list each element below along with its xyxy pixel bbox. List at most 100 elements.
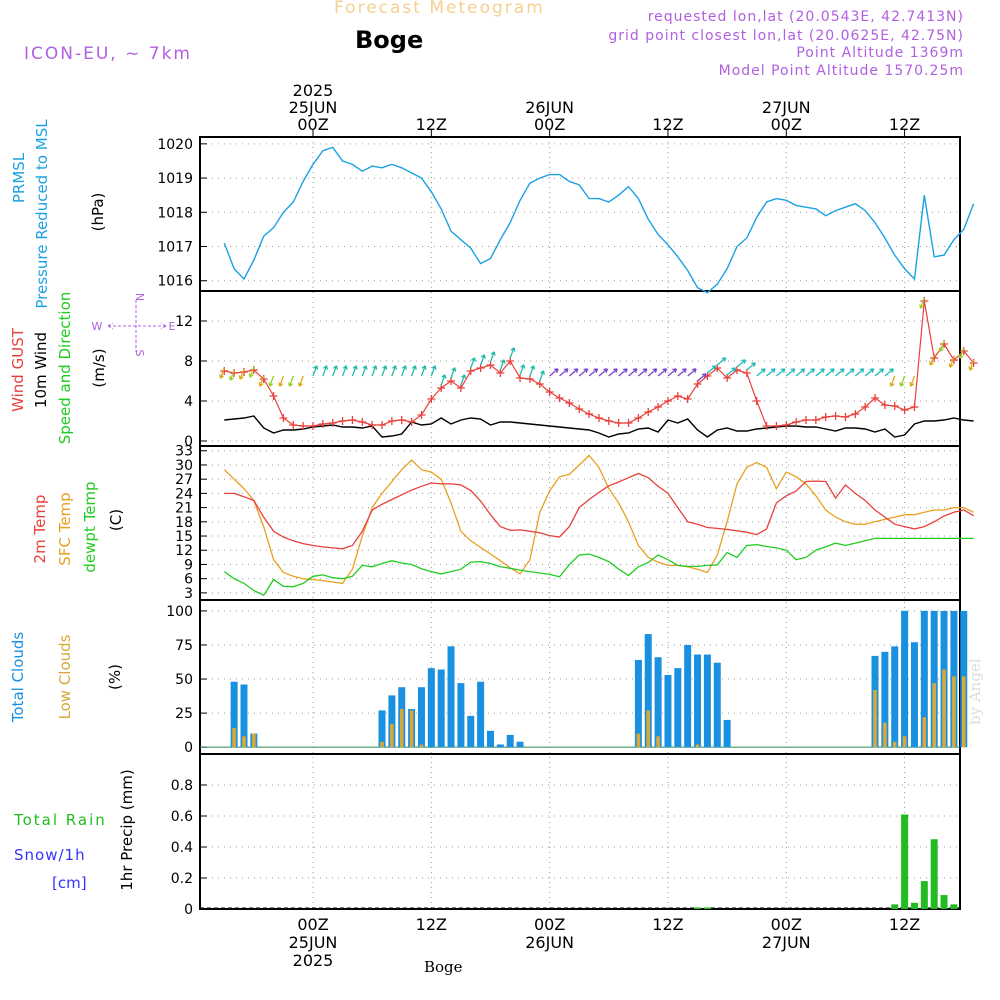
- y-tick-label: 3: [184, 586, 193, 602]
- wind-arrow: [919, 297, 925, 309]
- rain-bar: [950, 904, 958, 909]
- gust-marker: [486, 361, 495, 369]
- wind-arrow: [756, 368, 766, 377]
- total-clouds-label: Total Clouds: [9, 632, 27, 724]
- wind-arrow: [480, 354, 486, 366]
- gust-marker: [723, 374, 732, 382]
- rain-bar: [891, 904, 899, 909]
- rain-bar: [940, 895, 948, 909]
- gust-marker: [782, 421, 791, 429]
- time-label-top: 00Z: [771, 115, 802, 134]
- total-cloud-bar: [447, 646, 455, 748]
- total-cloud-bar: [891, 646, 899, 748]
- wind-arrow: [238, 368, 245, 380]
- y-tick-label: 0.2: [171, 871, 193, 887]
- y-tick-label: 1020: [157, 137, 193, 153]
- wind-arrow: [736, 359, 747, 368]
- gust-marker: [673, 392, 682, 400]
- total-cloud-bar: [230, 681, 238, 748]
- time-label-top: 00Z: [534, 115, 565, 134]
- model-altitude: Model Point Altitude 1570.25m: [718, 63, 964, 79]
- wind-arrow: [637, 368, 648, 377]
- wind-arrow: [647, 368, 658, 377]
- low-cloud-bar: [656, 736, 660, 748]
- gust-marker: [496, 369, 505, 377]
- time-label-bottom: 00Z: [534, 915, 565, 934]
- y-tick-label: 27: [175, 472, 193, 488]
- wind-arrow: [697, 373, 707, 382]
- wind-arrow: [909, 375, 916, 387]
- wind-arrow: [588, 368, 599, 377]
- point-altitude: Point Altitude 1369m: [796, 45, 964, 61]
- wind-arrow: [440, 374, 447, 386]
- low-cloud-bar: [232, 728, 236, 748]
- wind10m-label: 10m Wind: [32, 332, 50, 408]
- gust-marker: [516, 374, 525, 382]
- low-cloud-bar: [419, 744, 424, 748]
- total-cloud-bar: [427, 668, 435, 748]
- y-tick-label: 33: [175, 444, 193, 460]
- gust-marker: [358, 418, 367, 426]
- total-cloud-bar: [240, 684, 248, 748]
- total-cloud-bar: [654, 657, 662, 748]
- total-cloud-bar: [437, 669, 445, 748]
- model-label: ICON-EU, ~ 7km: [24, 44, 192, 64]
- total-cloud-bar: [378, 710, 386, 748]
- total-cloud-bar: [634, 659, 642, 748]
- wind-arrow: [341, 365, 348, 377]
- y-tick-label: 18: [175, 515, 193, 531]
- y-tick-label: 12: [175, 314, 193, 330]
- gust-marker: [447, 377, 456, 385]
- gust-marker: [397, 416, 406, 424]
- time-label-top: 27JUN: [762, 98, 811, 117]
- wind-arrow: [578, 368, 589, 377]
- wind-arrow: [928, 354, 935, 366]
- total-cloud-bar: [723, 719, 731, 748]
- total-cloud-bar: [910, 642, 918, 748]
- total-cloud-bar: [664, 674, 672, 748]
- wind-arrow: [420, 365, 427, 377]
- watermark: by Angel: [966, 658, 984, 725]
- gust-marker: [880, 401, 889, 409]
- time-label-bottom: 26JUN: [525, 933, 574, 952]
- wind-arrow: [549, 368, 559, 377]
- wind-arrow: [410, 365, 417, 377]
- wind-arrow: [559, 368, 569, 377]
- wind10m-line: [224, 415, 974, 438]
- gust-marker: [525, 375, 534, 383]
- wind-arrow: [854, 368, 865, 377]
- gust-marker: [269, 392, 278, 400]
- compass-s: S: [133, 350, 146, 357]
- wind-arrow: [568, 368, 579, 377]
- gust-marker: [802, 416, 810, 424]
- wind-arrow: [228, 369, 235, 381]
- time-label-top: 25JUN: [289, 98, 338, 117]
- time-label-bottom: 2025: [293, 951, 334, 970]
- y-tick-label: 0: [184, 434, 193, 450]
- gust-marker: [368, 421, 377, 429]
- y-tick-label: 30: [175, 458, 193, 474]
- gust-marker: [752, 397, 761, 405]
- low-cloud-bar: [636, 733, 641, 748]
- low-cloud-bar: [932, 683, 936, 748]
- wind-arrow: [795, 368, 806, 377]
- sfc-temp-label: SFC Temp: [56, 492, 74, 565]
- rain-label: Total Rain: [13, 811, 107, 829]
- gust-marker: [604, 417, 613, 425]
- low-cloud-bar: [646, 710, 651, 748]
- wind-arrow: [874, 368, 885, 377]
- gust-marker: [841, 413, 850, 421]
- gust-marker: [585, 410, 594, 418]
- product-title: Forecast Meteogram: [334, 0, 545, 18]
- panel-pressure: 1016 1017 1018 1019 1020: [157, 136, 961, 292]
- gust-marker: [535, 380, 544, 388]
- snow-unit: [cm]: [52, 874, 87, 892]
- total-cloud-bar: [486, 730, 494, 748]
- compass-arrows: [107, 300, 167, 352]
- gust-marker: [437, 384, 446, 392]
- wind-arrow: [775, 368, 786, 377]
- rain-bar: [920, 881, 928, 909]
- wind-arrow: [332, 365, 338, 377]
- y-tick-label: 0: [184, 902, 193, 918]
